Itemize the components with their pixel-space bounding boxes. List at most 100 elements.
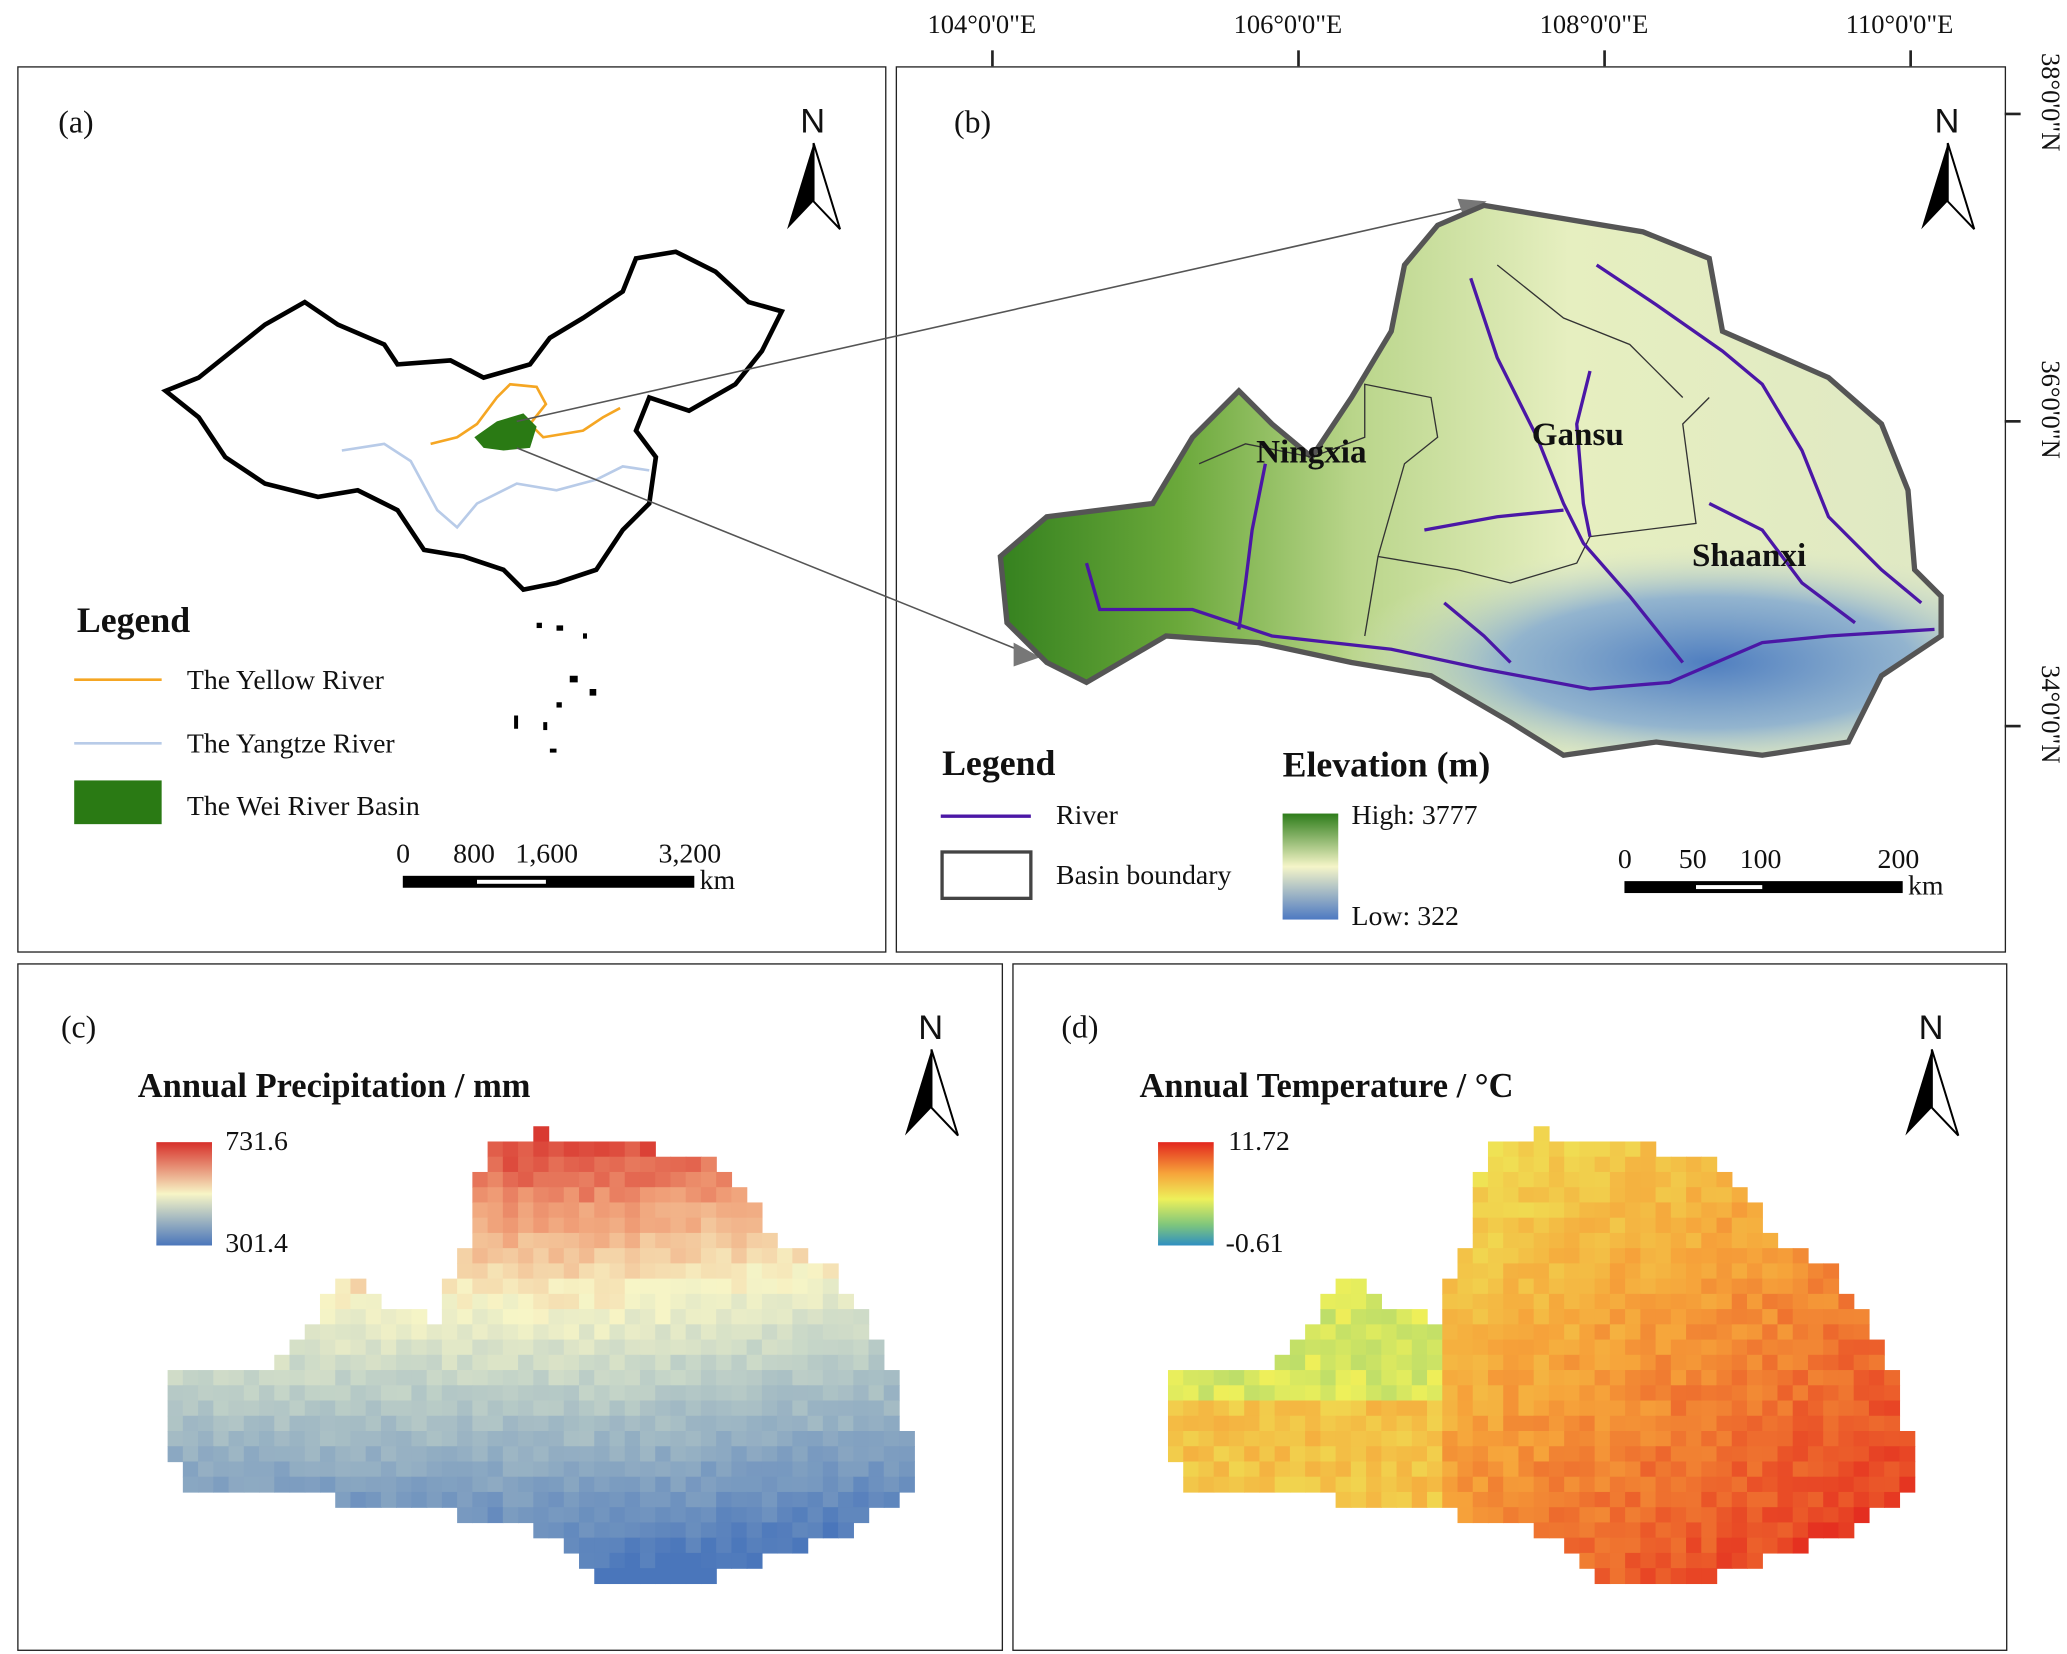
precipitation-cell [502,1278,519,1295]
precipitation-cell [700,1232,717,1249]
precipitation-cell [838,1507,854,1524]
temperature-cell [1320,1431,1337,1447]
north-label: N [1934,100,1960,141]
temperature-cell [1731,1385,1748,1402]
precipitation-cell [655,1354,672,1371]
precipitation-cell [457,1263,474,1280]
temperature-cell [1427,1476,1443,1493]
temperature-cell [1564,1522,1581,1539]
precipitation-cell [685,1187,702,1204]
precipitation-cell [685,1568,702,1585]
temperature-cell [1625,1354,1642,1371]
temperature-cell [1396,1324,1413,1341]
temperature-cell [1381,1324,1398,1341]
temperature-cell [1487,1202,1504,1219]
temperature-cell [1274,1461,1291,1478]
temperature-cell [1518,1446,1535,1463]
precipitation-cell [502,1491,519,1508]
temperature-cell [1670,1202,1687,1219]
precipitation-cell [579,1461,595,1478]
precipitation-cell [426,1370,443,1386]
precipitation-cell [792,1446,809,1463]
precipitation-cell [487,1339,504,1356]
precipitation-cell [167,1370,184,1386]
precipitation-cell [259,1400,275,1417]
precipitation-cell [259,1385,275,1402]
precipitation-max: 731.6 [225,1124,288,1157]
temperature-cell [1442,1491,1459,1508]
precipitation-cell [502,1324,519,1341]
precipitation-cell [761,1431,778,1447]
precipitation-cell [350,1293,367,1310]
temperature-cell [1716,1476,1733,1493]
precipitation-cell [563,1522,580,1539]
temperature-cell [1594,1461,1611,1478]
precipitation-cell [594,1431,611,1447]
temperature-cell [1579,1461,1596,1478]
temperature-cell [1640,1507,1657,1524]
panel-a-legend-title: Legend [76,600,191,640]
precipitation-cell [609,1476,626,1493]
precipitation-cell [579,1156,595,1173]
temperature-cell [1762,1354,1779,1371]
precipitation-cell [761,1232,778,1249]
precipitation-cell [746,1400,763,1417]
river-network [1084,263,1935,691]
temperature-cell [1335,1324,1352,1341]
temperature-cell [1350,1354,1367,1371]
precipitation-cell [731,1385,748,1402]
precipitation-cell [441,1400,458,1417]
temperature-cell [1792,1248,1809,1265]
precipitation-cell [777,1522,794,1539]
precipitation-cell [670,1476,687,1493]
temperature-cell [1259,1400,1276,1417]
legend-river: River [1056,798,1118,831]
precipitation-cell [426,1354,443,1371]
temperature-cell [1259,1385,1276,1402]
temperature-cell [1564,1370,1581,1386]
precipitation-cell [487,1400,504,1417]
precipitation-cell [731,1339,748,1356]
temperature-cell [1244,1446,1261,1463]
temperature-cell [1655,1187,1672,1204]
temperature-cell [1701,1324,1718,1341]
precipitation-cell [594,1263,611,1280]
temperature-cell [1305,1385,1322,1402]
precipitation-cell [579,1263,595,1280]
temperature-cell [1487,1324,1504,1341]
precipitation-cell [518,1385,534,1402]
precipitation-cell [243,1415,260,1432]
precipitation-cell [639,1507,656,1524]
temperature-cell [1609,1522,1626,1539]
temperature-cell [1381,1339,1398,1356]
temperature-cell [1609,1400,1626,1417]
precipitation-cell [487,1324,504,1341]
temperature-cell [1548,1263,1565,1280]
temperature-cell [1716,1491,1733,1508]
precipitation-cell [457,1278,474,1295]
precipitation-cell [365,1415,382,1432]
precipitation-cell [487,1263,504,1280]
temperature-cell [1335,1431,1352,1447]
temperature-cell [1762,1324,1779,1341]
precipitation-cell [670,1278,687,1295]
temperature-cell [1807,1278,1824,1295]
precipitation-cell [518,1507,534,1524]
precipitation-cell [411,1491,428,1508]
temperature-cell [1655,1248,1672,1265]
precipitation-cell [792,1370,809,1386]
precipitation-cell [518,1324,534,1341]
precipitation-cell [655,1293,672,1310]
precipitation-cell [685,1385,702,1402]
temperature-cell [1564,1248,1581,1265]
temperature-cell [1289,1461,1306,1478]
temperature-cell [1472,1339,1489,1356]
temperature-cell [1731,1354,1748,1371]
precipitation-cell [579,1141,595,1158]
precipitation-cell [304,1461,321,1478]
temperature-cell [1457,1446,1474,1463]
temperature-cell [1625,1141,1642,1158]
precipitation-cell [426,1415,443,1432]
temperature-cell [1762,1400,1779,1417]
precipitation-cell [533,1339,550,1356]
